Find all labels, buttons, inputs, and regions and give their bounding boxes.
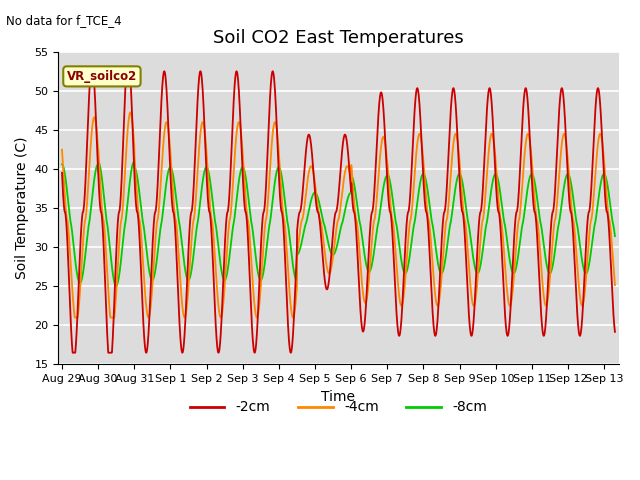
Text: No data for f_TCE_4: No data for f_TCE_4 <box>6 14 122 27</box>
Title: Soil CO2 East Temperatures: Soil CO2 East Temperatures <box>213 29 464 48</box>
Text: VR_soilco2: VR_soilco2 <box>67 70 137 83</box>
Y-axis label: Soil Temperature (C): Soil Temperature (C) <box>15 137 29 279</box>
X-axis label: Time: Time <box>321 390 355 404</box>
Legend: -2cm, -4cm, -8cm: -2cm, -4cm, -8cm <box>184 395 493 420</box>
